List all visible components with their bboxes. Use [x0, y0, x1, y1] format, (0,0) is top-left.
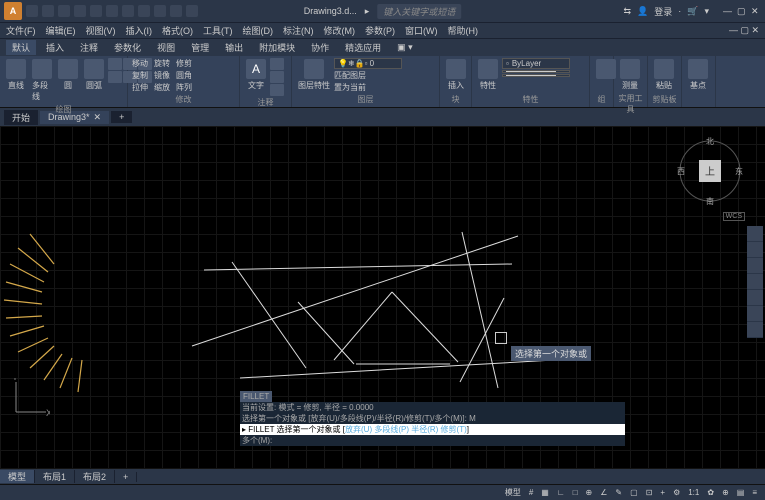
menu-format[interactable]: 格式(O) — [162, 24, 193, 37]
quick-access-toolbar[interactable] — [26, 5, 198, 17]
maximize-button[interactable]: ▢ — [737, 6, 747, 16]
insert-block-button[interactable]: 插入 — [444, 58, 468, 92]
svg-text:X: X — [46, 408, 50, 418]
tab-more[interactable]: ▣ ▾ — [391, 41, 419, 54]
scale-button[interactable]: 缩放 — [154, 82, 170, 93]
tab-view[interactable]: 视图 — [151, 40, 181, 55]
panel-modify: 移动旋转修剪 复制镜像圆角 拉伸缩放阵列 修改 — [128, 56, 240, 107]
close-button[interactable]: ✕ — [751, 6, 761, 16]
panel-draw: 直线 多段线 圆 圆弧 绘图 — [0, 56, 128, 107]
status-model[interactable]: 模型 — [503, 487, 523, 498]
color-dropdown[interactable]: ▫ ByLayer — [502, 58, 570, 69]
tab-default[interactable]: 默认 — [6, 40, 36, 55]
search-input[interactable]: 键入关键字或短语 — [377, 4, 461, 19]
trim-button[interactable]: 修剪 — [176, 58, 192, 69]
drawing-canvas[interactable]: 选择第一个对象或 上 北 南 东 西 WCS YX FILLET 当前设置: 模… — [0, 126, 765, 468]
panel-clipboard: 粘贴 剪贴板 — [648, 56, 682, 107]
panel-layer: 图层特性 💡❄🔒▫ 0 匹配图层 置为当前 图层 — [292, 56, 440, 107]
tab-featured[interactable]: 精选应用 — [339, 40, 387, 55]
array-button[interactable]: 阵列 — [176, 82, 192, 93]
panel-block: 插入 块 — [440, 56, 472, 107]
user-icon[interactable]: 👤 — [637, 6, 648, 17]
properties-button[interactable]: 特性 — [476, 58, 500, 92]
move-button[interactable]: 移动 — [132, 58, 148, 69]
menu-help[interactable]: 帮助(H) — [448, 24, 479, 37]
linetype-dropdown[interactable] — [502, 74, 570, 77]
stretch-button[interactable]: 拉伸 — [132, 82, 148, 93]
layout-tabs: 模型 布局1 布局2 + — [0, 468, 765, 484]
ribbon-tabs: 默认 插入 注释 参数化 视图 管理 输出 附加模块 协作 精选应用 ▣ ▾ — [0, 38, 765, 56]
layout-1[interactable]: 布局1 — [35, 470, 75, 483]
layer-props-button[interactable]: 图层特性 — [296, 58, 332, 92]
layout-model[interactable]: 模型 — [0, 470, 35, 483]
menu-file[interactable]: 文件(F) — [6, 24, 36, 37]
arc-button[interactable]: 圆弧 — [82, 58, 106, 92]
measure-button[interactable]: 测量 — [618, 58, 642, 92]
doc-minimize-button[interactable]: — ▢ ✕ — [729, 25, 759, 36]
svg-text:北: 北 — [706, 137, 714, 146]
navigation-bar[interactable] — [747, 226, 763, 338]
mirror-button[interactable]: 镜像 — [154, 70, 170, 81]
menu-dim[interactable]: 标注(N) — [283, 24, 314, 37]
menu-bar: 文件(F) 编辑(E) 视图(V) 插入(I) 格式(O) 工具(T) 绘图(D… — [0, 22, 765, 38]
svg-text:东: 东 — [735, 166, 743, 176]
tab-manage[interactable]: 管理 — [185, 40, 215, 55]
menu-edit[interactable]: 编辑(E) — [46, 24, 76, 37]
tab-insert[interactable]: 插入 — [40, 40, 70, 55]
layout-add-button[interactable]: + — [115, 472, 137, 482]
line-button[interactable]: 直线 — [4, 58, 28, 92]
copy-button[interactable]: 复制 — [132, 70, 148, 81]
menu-view[interactable]: 视图(V) — [86, 24, 116, 37]
panel-utilities: 测量 实用工具 — [614, 56, 648, 107]
basepoint-button[interactable]: 基点 — [686, 58, 710, 92]
title-bar: A Drawing3.d... ▸ 键入关键字或短语 ⇆ 👤 登录 · 🛒 ▾ … — [0, 0, 765, 22]
layout-2[interactable]: 布局2 — [75, 470, 115, 483]
rotate-button[interactable]: 旋转 — [154, 58, 170, 69]
login-link[interactable]: 登录 — [654, 5, 672, 18]
tab-output[interactable]: 输出 — [219, 40, 249, 55]
svg-text:上: 上 — [705, 166, 715, 178]
paste-button[interactable]: 粘贴 — [652, 58, 676, 92]
ucs-icon: YX — [10, 378, 50, 420]
minimize-button[interactable]: — — [723, 6, 733, 16]
panel-group: 组 — [590, 56, 614, 107]
help-icon[interactable]: ▾ — [704, 6, 709, 17]
svg-text:Y: Y — [12, 378, 18, 382]
menu-insert[interactable]: 插入(I) — [126, 24, 153, 37]
lineweight-dropdown[interactable] — [502, 70, 570, 73]
layer-dropdown[interactable]: 💡❄🔒▫ 0 — [334, 58, 402, 69]
menu-param[interactable]: 参数(P) — [365, 24, 395, 37]
svg-text:西: 西 — [677, 167, 685, 176]
command-line[interactable]: FILLET 当前设置: 模式 = 修剪, 半径 = 0.0000 选择第一个对… — [240, 391, 625, 446]
cursor-tooltip: 选择第一个对象或 — [511, 346, 591, 361]
tab-annotate[interactable]: 注释 — [74, 40, 104, 55]
panel-base: 基点 — [682, 56, 716, 107]
annot-flyout[interactable] — [270, 58, 284, 96]
cart-icon[interactable]: 🛒 — [687, 6, 698, 17]
chevron-right-icon: ▸ — [365, 6, 370, 17]
status-bar: 模型 # ▦ ∟ □ ⊕ ∠ ✎ ▢ ⊡ + ⚙ 1:1 ✿ ⊕ ▤ ≡ — [0, 484, 765, 500]
share-icon[interactable]: ⇆ — [623, 6, 631, 17]
fillet-button[interactable]: 圆角 — [176, 70, 192, 81]
tab-collab[interactable]: 协作 — [305, 40, 335, 55]
panel-properties: 特性 ▫ ByLayer 特性 — [472, 56, 590, 107]
circle-button[interactable]: 圆 — [56, 58, 80, 92]
polyline-button[interactable]: 多段线 — [30, 58, 54, 103]
menu-draw[interactable]: 绘图(D) — [243, 24, 274, 37]
viewcube[interactable]: 上 北 南 东 西 — [675, 136, 745, 206]
tab-param[interactable]: 参数化 — [108, 40, 147, 55]
ribbon: 直线 多段线 圆 圆弧 绘图 移动旋转修剪 复制镜像圆角 拉伸缩放阵列 修改 A… — [0, 56, 765, 108]
app-logo: A — [4, 2, 22, 20]
panel-annot: A文字 注释 — [240, 56, 292, 107]
menu-modify[interactable]: 修改(M) — [324, 24, 356, 37]
text-button[interactable]: A文字 — [244, 58, 268, 92]
wcs-label[interactable]: WCS — [723, 212, 745, 221]
svg-text:南: 南 — [706, 196, 714, 206]
tab-addons[interactable]: 附加模块 — [253, 40, 301, 55]
menu-tools[interactable]: 工具(T) — [203, 24, 233, 37]
menu-window[interactable]: 窗口(W) — [405, 24, 438, 37]
pick-cursor — [495, 332, 507, 344]
document-title: Drawing3.d... — [304, 6, 357, 16]
